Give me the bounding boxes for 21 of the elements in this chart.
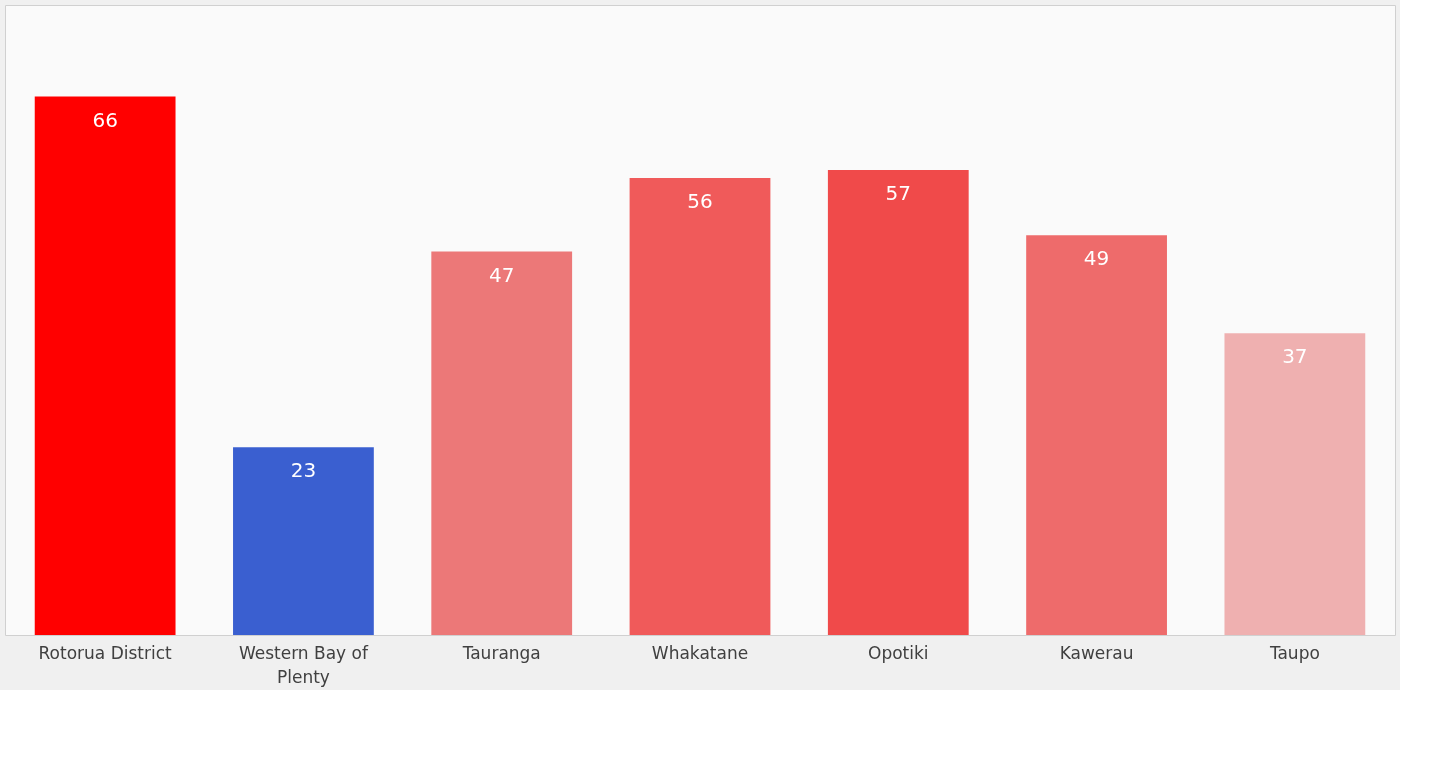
- data-label: 49: [1083, 246, 1110, 271]
- x-tick-label: Kawerau: [1059, 642, 1134, 663]
- x-tick-label: Taupo: [1268, 642, 1320, 663]
- bar: [827, 169, 969, 635]
- x-tick-label: Tauranga: [461, 642, 541, 663]
- data-label: 57: [885, 180, 912, 205]
- bar: [34, 96, 176, 635]
- data-label: 47: [488, 262, 515, 287]
- data-label: 23: [290, 458, 317, 483]
- bar: [1224, 333, 1366, 635]
- x-tick-label: Western Bay of Plenty: [238, 642, 369, 687]
- bar: [431, 251, 573, 635]
- x-tick-label: Whakatane: [651, 642, 749, 663]
- bar: [233, 447, 374, 635]
- data-label: 56: [687, 189, 713, 214]
- data-label: 66: [92, 107, 118, 132]
- bar: [1026, 235, 1167, 635]
- bar: [629, 178, 771, 635]
- x-tick-label: Rotorua District: [38, 642, 173, 663]
- data-label: 37: [1282, 344, 1308, 369]
- x-tick-label: Opotiki: [868, 642, 929, 663]
